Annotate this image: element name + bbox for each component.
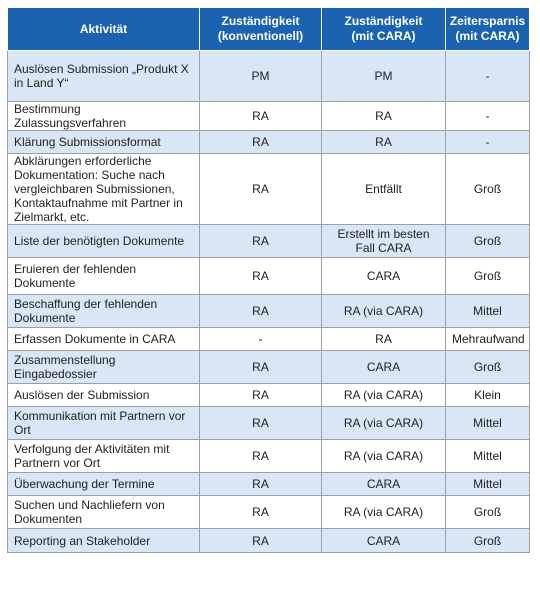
activity-cell: Suchen und Nachliefern von Dokumenten xyxy=(7,495,200,529)
activity-table-container: Aktivität Zuständigkeit (konventionell) … xyxy=(7,7,530,553)
responsibility-cara-cell: CARA xyxy=(321,528,446,553)
table-row: Liste der benötigten Dokumente RA Erstellt… xyxy=(7,224,530,258)
header-line-2: (mit CARA) xyxy=(455,29,520,43)
responsibility-conventional-cell: RA xyxy=(199,224,322,258)
time-saving-cell: - xyxy=(445,101,530,131)
activity-cell: Kommunikation mit Partnern vor Ort xyxy=(7,406,200,440)
responsibility-cara-cell: RA (via CARA) xyxy=(321,383,446,407)
table-row: Eruieren der fehlenden Dokumente RA CARA Gr… xyxy=(7,257,530,295)
table-row: Kommunikation mit Partnern vor Ort RA RA (… xyxy=(7,406,530,440)
time-saving-cell: Mehraufwand xyxy=(445,327,530,351)
responsibility-conventional-cell: RA xyxy=(199,294,322,328)
responsibility-conventional-cell: RA xyxy=(199,130,322,154)
responsibility-cara-cell: RA xyxy=(321,327,446,351)
responsibility-cara-cell: RA xyxy=(321,101,446,131)
activity-responsibility-table: Aktivität Zuständigkeit (konventionell) … xyxy=(7,7,530,553)
responsibility-cara-cell: RA (via CARA) xyxy=(321,495,446,529)
activity-cell: Verfolgung der Aktivitäten mit Partnern … xyxy=(7,439,200,473)
activity-cell: Auslösen Submission „Produkt X in Land Y… xyxy=(7,50,200,102)
responsibility-cara-cell: Erstellt im besten Fall CARA xyxy=(321,224,446,258)
activity-cell: Klärung Submissionsformat xyxy=(7,130,200,154)
table-row: Beschaffung der fehlenden Dokumente RA RA … xyxy=(7,294,530,328)
activity-cell: Reporting an Stakeholder xyxy=(7,528,200,553)
responsibility-cara-cell: Entfällt xyxy=(321,153,446,225)
time-saving-cell: - xyxy=(445,130,530,154)
table-row: Abklärungen erforderliche Dokumentation:… xyxy=(7,153,530,225)
activity-cell: Eruieren der fehlenden Dokumente xyxy=(7,257,200,295)
activity-cell: Zusammenstellung Eingabedossier xyxy=(7,350,200,384)
table-row: Bestimmung Zulassungsverfahren RA RA - xyxy=(7,101,530,131)
responsibility-cara-cell: RA xyxy=(321,130,446,154)
responsibility-cara-cell: RA (via CARA) xyxy=(321,406,446,440)
activity-cell: Liste der benötigten Dokumente xyxy=(7,224,200,258)
responsibility-conventional-cell: RA xyxy=(199,528,322,553)
header-responsibility-conventional: Zuständigkeit (konventionell) xyxy=(199,7,322,51)
responsibility-cara-cell: PM xyxy=(321,50,446,102)
time-saving-cell: Mittel xyxy=(445,472,530,496)
table-row: Verfolgung der Aktivitäten mit Partnern … xyxy=(7,439,530,473)
table-row: Reporting an Stakeholder RA CARA Groß xyxy=(7,528,530,553)
table-row: Erfassen Dokumente in CARA - RA Mehraufwand xyxy=(7,327,530,351)
activity-cell: Auslösen der Submission xyxy=(7,383,200,407)
time-saving-cell: Groß xyxy=(445,528,530,553)
responsibility-conventional-cell: RA xyxy=(199,257,322,295)
table-row: Zusammenstellung Eingabedossier RA CARA Gro… xyxy=(7,350,530,384)
time-saving-cell: Groß xyxy=(445,495,530,529)
responsibility-cara-cell: CARA xyxy=(321,350,446,384)
header-line-1: Zuständigkeit xyxy=(221,14,300,28)
activity-cell: Bestimmung Zulassungsverfahren xyxy=(7,101,200,131)
table-header-row: Aktivität Zuständigkeit (konventionell) … xyxy=(7,7,530,51)
table-row: Überwachung der Termine RA CARA Mittel xyxy=(7,472,530,496)
header-activity: Aktivität xyxy=(7,7,200,51)
header-line-2: (konventionell) xyxy=(217,29,304,43)
time-saving-cell: Groß xyxy=(445,153,530,225)
activity-cell: Beschaffung der fehlenden Dokumente xyxy=(7,294,200,328)
responsibility-conventional-cell: RA xyxy=(199,101,322,131)
header-time-saving: Zeitersparnis (mit CARA) xyxy=(445,7,530,51)
header-activity-line-1: Aktivität xyxy=(79,21,128,36)
activity-cell: Erfassen Dokumente in CARA xyxy=(7,327,200,351)
table-row: Auslösen Submission „Produkt X in Land Y… xyxy=(7,50,530,102)
responsibility-cara-cell: RA (via CARA) xyxy=(321,439,446,473)
time-saving-cell: Groß xyxy=(445,224,530,258)
table-body: Auslösen Submission „Produkt X in Land Y… xyxy=(7,50,530,553)
time-saving-cell: Groß xyxy=(445,350,530,384)
responsibility-conventional-cell: RA xyxy=(199,495,322,529)
activity-cell: Überwachung der Termine xyxy=(7,472,200,496)
responsibility-conventional-cell: RA xyxy=(199,439,322,473)
responsibility-conventional-cell: RA xyxy=(199,350,322,384)
time-saving-cell: Groß xyxy=(445,257,530,295)
table-row: Suchen und Nachliefern von Dokumenten RA R… xyxy=(7,495,530,529)
header-line-1: Zuständigkeit xyxy=(344,14,423,28)
header-responsibility-cara: Zuständigkeit (mit CARA) xyxy=(321,7,446,51)
responsibility-conventional-cell: RA xyxy=(199,406,322,440)
header-line-2: (mit CARA) xyxy=(351,29,416,43)
responsibility-conventional-cell: RA xyxy=(199,472,322,496)
responsibility-cara-cell: RA (via CARA) xyxy=(321,294,446,328)
responsibility-conventional-cell: - xyxy=(199,327,322,351)
responsibility-conventional-cell: RA xyxy=(199,383,322,407)
time-saving-cell: Mittel xyxy=(445,294,530,328)
responsibility-cara-cell: CARA xyxy=(321,257,446,295)
table-row: Klärung Submissionsformat RA RA - xyxy=(7,130,530,154)
activity-cell: Abklärungen erforderliche Dokumentation:… xyxy=(7,153,200,225)
time-saving-cell: Mittel xyxy=(445,406,530,440)
header-line-1: Zeitersparnis xyxy=(449,14,526,28)
responsibility-cara-cell: CARA xyxy=(321,472,446,496)
time-saving-cell: Klein xyxy=(445,383,530,407)
responsibility-conventional-cell: PM xyxy=(199,50,322,102)
time-saving-cell: Mittel xyxy=(445,439,530,473)
table-row: Auslösen der Submission RA RA (via CARA) Kl… xyxy=(7,383,530,407)
time-saving-cell: - xyxy=(445,50,530,102)
responsibility-conventional-cell: RA xyxy=(199,153,322,225)
